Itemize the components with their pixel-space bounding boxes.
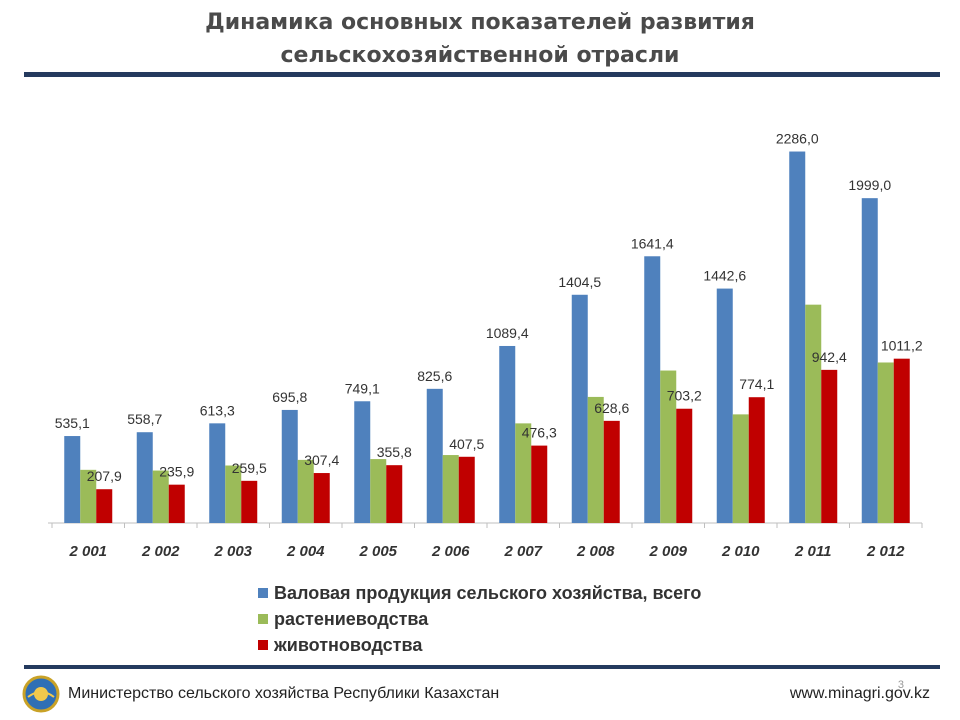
bar-livestock-12 [893, 358, 910, 523]
legend-label-livestock: животноводства [274, 634, 423, 655]
data-label-livestock-6: 407,5 [449, 436, 484, 452]
bar-total-6 [426, 388, 443, 523]
data-label-livestock-3: 259,5 [232, 460, 267, 476]
bar-total-2 [136, 432, 153, 523]
bar-total-5 [354, 401, 371, 523]
x-tick-label-4: 2 004 [286, 543, 325, 560]
website-link[interactable]: www.minagri.gov.kz [789, 685, 930, 702]
data-label-livestock-5: 355,8 [377, 444, 412, 460]
chart-legend: Валовая продукция сельского хозяйства, в… [258, 580, 701, 658]
bar-livestock-1 [96, 489, 113, 523]
data-label-livestock-10: 774,1 [739, 376, 774, 392]
bar-livestock-3 [241, 480, 258, 523]
bar-livestock-9 [676, 408, 693, 523]
bar-crops-2 [152, 470, 169, 523]
x-tick-label-7: 2 007 [503, 543, 542, 560]
title-divider [24, 72, 940, 77]
data-label-livestock-9: 703,2 [667, 388, 702, 404]
data-label-livestock-1: 207,9 [87, 468, 122, 484]
legend-item-total: Валовая продукция сельского хозяйства, в… [258, 580, 701, 606]
x-tick-label-5: 2 005 [358, 543, 397, 560]
x-tick-label-11: 2 011 [794, 543, 831, 560]
data-label-total-11: 2286,0 [776, 131, 819, 147]
bar-total-9 [644, 256, 661, 523]
legend-swatch-crops [258, 614, 268, 624]
bar-livestock-7 [531, 445, 548, 523]
data-label-total-7: 1089,4 [486, 325, 529, 341]
data-label-total-3: 613,3 [200, 402, 235, 418]
data-label-livestock-11: 942,4 [812, 349, 847, 365]
x-tick-label-9: 2 009 [648, 543, 687, 560]
x-tick-label-1: 2 001 [68, 543, 107, 560]
legend-label-total: Валовая продукция сельского хозяйства, в… [274, 582, 702, 603]
bar-crops-4 [297, 459, 314, 523]
bar-total-12 [861, 198, 878, 523]
bar-livestock-5 [386, 465, 403, 523]
bar-crops-9 [660, 370, 677, 523]
legend-swatch-total [258, 588, 268, 598]
bar-crops-10 [732, 414, 749, 523]
bar-livestock-4 [313, 473, 330, 523]
data-label-total-6: 825,6 [417, 368, 452, 384]
bar-crops-8 [587, 396, 604, 523]
x-tick-label-6: 2 006 [431, 543, 470, 560]
data-label-total-4: 695,8 [272, 389, 307, 405]
bar-crops-11 [805, 304, 822, 523]
legend-item-livestock: животноводства [258, 632, 701, 658]
kazakhstan-emblem-icon [22, 675, 60, 713]
bar-total-11 [789, 151, 806, 523]
bar-total-7 [499, 345, 516, 523]
bar-crops-5 [370, 459, 387, 523]
data-label-total-2: 558,7 [127, 411, 162, 427]
data-label-total-9: 1641,4 [631, 235, 674, 251]
x-tick-label-8: 2 008 [576, 543, 615, 560]
ministry-name: Министерство сельского хозяйства Республ… [68, 685, 500, 702]
data-label-total-5: 749,1 [345, 380, 380, 396]
bar-livestock-2 [168, 484, 185, 523]
x-tick-label-3: 2 003 [213, 543, 252, 560]
data-label-livestock-7: 476,3 [522, 425, 557, 441]
data-label-total-8: 1404,5 [558, 274, 601, 290]
bar-total-10 [716, 288, 733, 523]
bar-livestock-11 [821, 369, 838, 523]
bar-livestock-10 [748, 397, 765, 523]
bar-livestock-6 [458, 456, 475, 523]
bar-livestock-8 [603, 420, 620, 523]
page-number: 3 [897, 679, 904, 691]
data-label-total-10: 1442,6 [703, 268, 746, 284]
data-label-total-12: 1999,0 [848, 177, 891, 193]
bar-crops-7 [515, 423, 532, 523]
data-label-total-1: 535,1 [55, 415, 90, 431]
bar-total-8 [571, 294, 588, 523]
bar-crops-1 [80, 469, 97, 523]
bar-crops-12 [877, 362, 894, 523]
bar-total-3 [209, 423, 226, 523]
bar-total-4 [281, 409, 298, 523]
data-label-livestock-4: 307,4 [304, 452, 339, 468]
x-tick-label-2: 2 002 [141, 543, 180, 560]
data-label-livestock-12: 1011,2 [881, 338, 923, 354]
legend-item-crops: растениеводства [258, 606, 701, 632]
data-label-livestock-2: 235,9 [159, 464, 194, 480]
bar-crops-6 [442, 455, 459, 523]
x-tick-label-10: 2 010 [721, 543, 760, 560]
legend-swatch-livestock [258, 640, 268, 650]
legend-label-crops: растениеводства [274, 608, 429, 629]
bar-total-1 [64, 436, 81, 523]
footer-divider [24, 665, 940, 669]
data-label-livestock-8: 628,6 [594, 400, 629, 416]
slide-title: Динамика основных показателей развития с… [205, 10, 755, 68]
x-tick-label-12: 2 012 [866, 543, 905, 560]
bar-crops-3 [225, 465, 242, 523]
